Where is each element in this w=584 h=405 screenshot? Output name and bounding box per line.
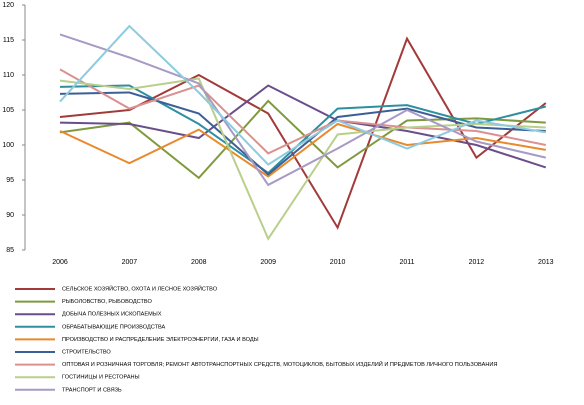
legend-label: СЕЛЬСКОЕ ХОЗЯЙСТВО, ОХОТА И ЛЕСНОЕ ХОЗЯЙ… (62, 284, 218, 292)
y-tick-label: 115 (3, 37, 14, 44)
y-tick-label: 105 (2, 107, 14, 114)
legend-label: РЫБОЛОВСТВО, РЫБОВОДСТВО (62, 299, 152, 305)
x-tick-label: 2011 (399, 259, 414, 266)
y-tick-label: 110 (3, 72, 14, 79)
y-tick-label: 100 (2, 142, 14, 149)
x-tick-label: 2010 (330, 259, 346, 266)
legend-label: ПРОИЗВОДСТВО И РАСПРЕДЕЛЕНИЕ ЭЛЕКТРОЭНЕР… (62, 337, 259, 343)
y-tick-label: 90 (6, 212, 14, 219)
y-tick-label: 95 (6, 177, 14, 184)
y-tick-label: 85 (6, 247, 14, 254)
legend-label: ОБРАБАТЫВАЮЩИЕ ПРОИЗВОДСТВА (62, 324, 166, 330)
legend-label: ОПТОВАЯ И РОЗНИЧНАЯ ТОРГОВЛЯ; РЕМОНТ АВТ… (62, 360, 497, 368)
x-tick-label: 2008 (191, 259, 207, 266)
legend-label: ГОСТИНИЦЫ И РЕСТОРАНЫ (62, 375, 140, 381)
x-tick-label: 2006 (52, 259, 68, 266)
y-tick-label: 120 (2, 2, 14, 9)
x-tick-label: 2013 (538, 259, 554, 266)
x-tick-label: 2012 (469, 259, 485, 266)
legend-label: СТРОИТЕЛЬСТВО (62, 349, 111, 355)
x-tick-label: 2009 (260, 259, 276, 266)
series-line (60, 86, 546, 174)
x-tick-label: 2007 (122, 259, 138, 266)
legend-label: ДОБЫЧА ПОЛЕЗНЫХ ИСКОПАЕМЫХ (62, 312, 162, 318)
legend-label: ТРАНСПОРТ И СВЯЗЬ (62, 387, 122, 393)
